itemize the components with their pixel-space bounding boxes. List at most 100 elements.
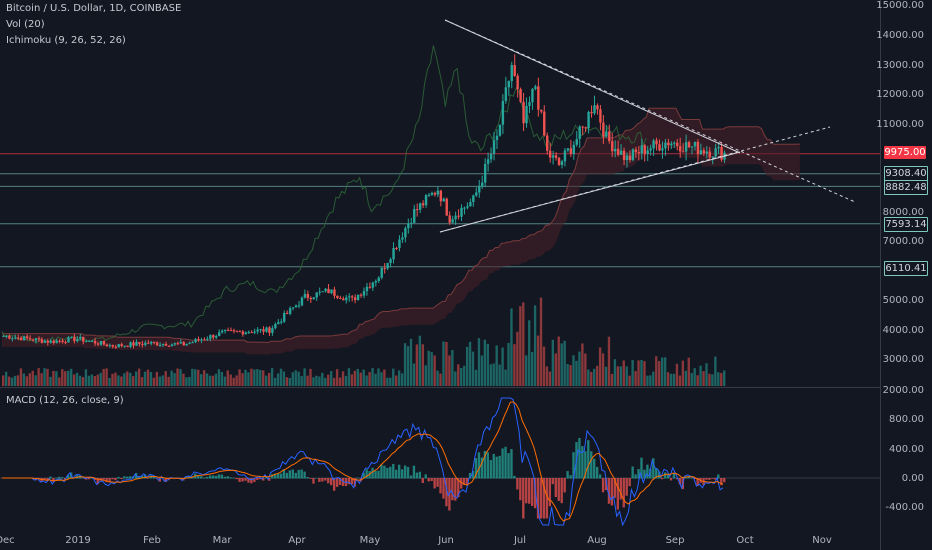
volume-bar: [395, 375, 398, 386]
macd-histogram-bar: [208, 475, 212, 479]
macd-histogram-bar: [386, 467, 389, 479]
candle-body: [247, 332, 250, 334]
candle-body: [640, 145, 643, 154]
macd-histogram-bar: [383, 465, 386, 479]
candle-body: [501, 100, 505, 125]
volume-bar: [300, 376, 303, 386]
macd-histogram-bar: [129, 476, 132, 479]
candle-body: [40, 339, 44, 343]
macd-histogram-bar: [397, 464, 401, 479]
symbol-title[interactable]: Bitcoin / U.S. Dollar, 1D, COINBASE: [6, 3, 182, 14]
macd-histogram-bar: [140, 475, 144, 479]
macd-histogram-bar: [669, 478, 673, 481]
volume-bar: [93, 376, 96, 386]
candle-body: [534, 86, 537, 90]
candle-body: [415, 209, 419, 211]
ichimoku-indicator-label[interactable]: Ichimoku (9, 26, 52, 26): [6, 35, 126, 46]
candle-body: [611, 141, 614, 152]
candle-body: [108, 345, 112, 347]
volume-bar: [282, 371, 286, 386]
volume-bar: [471, 351, 475, 386]
macd-histogram-bar: [253, 478, 256, 483]
volume-bar: [557, 336, 560, 386]
candle-body: [138, 342, 141, 344]
candle-body: [215, 335, 218, 338]
macd-histogram-bar: [492, 453, 495, 479]
volume-bar: [696, 375, 699, 386]
candle-body: [478, 186, 481, 193]
volume-indicator-label[interactable]: Vol (20): [6, 19, 45, 30]
macd-histogram-bar: [380, 464, 383, 479]
volume-bar: [569, 365, 572, 386]
volume-bar: [256, 369, 259, 386]
candle-body: [14, 337, 17, 339]
macd-histogram-bar: [362, 472, 365, 479]
macd-histogram-bar: [250, 478, 253, 484]
volume-bar: [684, 370, 687, 386]
candle-body: [714, 148, 717, 157]
price-axis-label: 8000.00: [882, 207, 924, 218]
volume-bar: [575, 360, 578, 386]
volume-bar: [418, 335, 422, 386]
volume-bar: [120, 376, 123, 386]
candle-body: [652, 140, 655, 149]
pane-divider[interactable]: [0, 387, 880, 388]
candle-body: [705, 151, 708, 154]
macd-histogram-bar: [303, 471, 306, 479]
macd-histogram-bar: [666, 474, 670, 479]
macd-histogram-bar: [460, 478, 463, 489]
candle-body: [433, 192, 437, 195]
macd-histogram-bar: [226, 476, 229, 479]
volume-bar: [64, 371, 67, 386]
candle-body: [696, 141, 700, 155]
volume-bar: [465, 346, 469, 386]
time-axis-label: Sep: [665, 535, 685, 546]
macd-histogram-bar: [619, 478, 622, 500]
macd-histogram-bar: [262, 478, 265, 481]
volume-bar: [528, 320, 531, 386]
volume-bar: [445, 341, 448, 386]
macd-histogram-bar: [510, 449, 513, 479]
volume-bar: [533, 305, 537, 386]
candle-body: [563, 150, 567, 162]
candle-body: [507, 81, 510, 88]
volume-bar: [214, 373, 218, 386]
macd-indicator-label[interactable]: MACD (12, 26, close, 9): [6, 395, 124, 406]
candle-body: [392, 248, 395, 260]
volume-bar: [498, 364, 501, 386]
volume-bar: [572, 355, 575, 386]
price-axis-divider: [880, 0, 881, 550]
candle-body: [155, 342, 159, 346]
volume-bar: [152, 377, 156, 386]
candle-body: [560, 161, 564, 165]
volume-bar: [61, 369, 64, 386]
macd-histogram-bar: [300, 469, 303, 479]
volume-bar: [347, 368, 351, 386]
volume-bar: [179, 369, 182, 386]
candle-body: [625, 155, 629, 160]
candle-body: [271, 328, 274, 333]
macd-histogram-bar: [114, 478, 117, 481]
volume-bar: [318, 376, 321, 386]
macd-histogram-bar: [454, 478, 457, 501]
volume-bar: [486, 343, 490, 386]
candle-body: [386, 262, 389, 269]
candle-body: [22, 336, 26, 341]
candle-body: [569, 148, 573, 154]
volume-bar: [666, 372, 670, 386]
candle-body: [297, 305, 301, 307]
macd-histogram-bar: [392, 463, 395, 479]
ichimoku-span: [2, 107, 800, 344]
price-level-tag: 9308.40: [884, 166, 928, 181]
macd-histogram-bar: [43, 478, 46, 480]
volume-bar: [134, 371, 138, 386]
time-axis-label: Mar: [212, 535, 232, 546]
macd-histogram-bar: [389, 466, 392, 479]
candle-body: [348, 296, 351, 298]
volume-bar: [669, 373, 673, 386]
price-axis-label: 2000.00: [882, 385, 924, 396]
candle-body: [339, 297, 342, 299]
volume-bar: [371, 368, 374, 386]
macd-histogram-bar: [46, 478, 49, 481]
